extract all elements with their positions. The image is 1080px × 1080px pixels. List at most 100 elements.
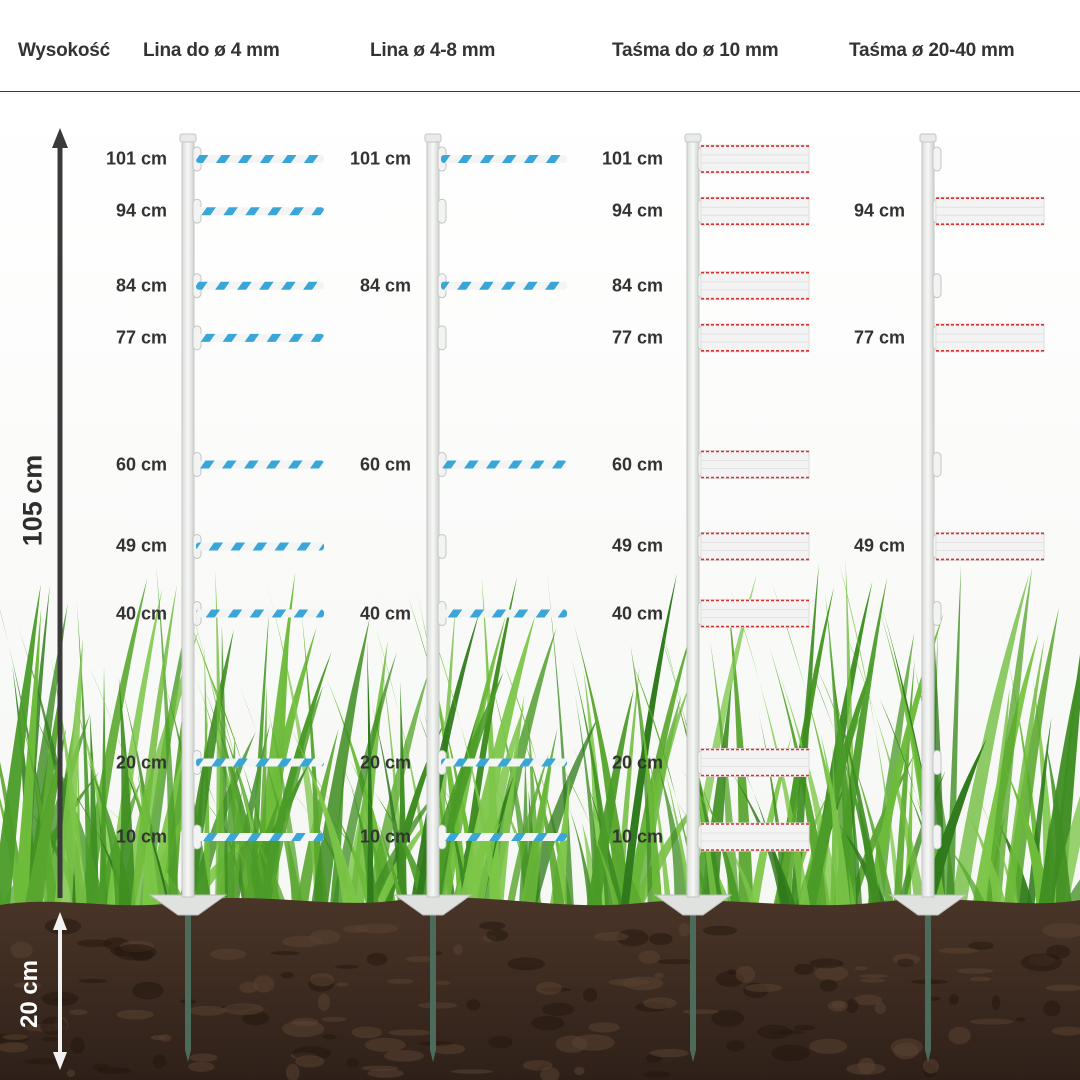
soil-clod bbox=[78, 978, 108, 984]
grass-blade bbox=[491, 694, 525, 919]
grass-blade bbox=[696, 776, 744, 915]
soil-clod bbox=[309, 973, 335, 987]
grass-blade bbox=[790, 563, 819, 908]
soil-clod bbox=[343, 925, 368, 933]
grass-blade bbox=[625, 791, 707, 916]
soil-clod bbox=[956, 968, 994, 974]
soil-clod bbox=[846, 1063, 886, 1075]
insulator-clip bbox=[437, 325, 447, 351]
soil-clod bbox=[938, 947, 979, 954]
soil-clod bbox=[542, 1002, 575, 1016]
grass-blade bbox=[760, 618, 832, 916]
fence-post bbox=[888, 133, 1045, 1062]
soil-clod bbox=[643, 1071, 671, 1078]
soil-clod bbox=[991, 995, 1001, 1011]
soil-clod bbox=[417, 1002, 458, 1009]
header-column-rope-4-8mm: Lina ø 4-8 mm bbox=[370, 40, 496, 61]
grass-blade bbox=[156, 565, 180, 913]
soil-clod bbox=[522, 1060, 553, 1071]
soil-clod bbox=[1051, 1026, 1080, 1036]
grass-blade bbox=[217, 735, 236, 916]
soil-clod bbox=[150, 1035, 166, 1041]
grass-blade bbox=[557, 758, 621, 910]
grass-blade bbox=[117, 677, 136, 920]
soil-clod bbox=[323, 1034, 337, 1040]
soil-clod bbox=[622, 976, 664, 991]
foot-tread bbox=[393, 894, 473, 916]
insulator-clip bbox=[932, 146, 942, 172]
soil-clod bbox=[642, 997, 677, 1009]
depth-arrow-up-icon bbox=[53, 912, 67, 930]
soil-clod bbox=[874, 1002, 886, 1015]
grass-blade bbox=[518, 722, 565, 909]
soil-clod bbox=[317, 993, 330, 1011]
soil-clod bbox=[727, 968, 737, 975]
soil-clod bbox=[366, 952, 388, 966]
soil-clod bbox=[678, 922, 691, 937]
soil-clod bbox=[116, 1009, 154, 1020]
grass-blade bbox=[397, 681, 407, 909]
insulator-clip bbox=[437, 198, 447, 224]
soil-clod bbox=[280, 971, 294, 979]
soil-clod bbox=[968, 941, 994, 950]
grass-blade bbox=[732, 745, 791, 906]
grass-blade bbox=[0, 584, 41, 915]
soil-clod bbox=[453, 944, 463, 956]
grass-blade bbox=[218, 791, 242, 916]
tape-conductor bbox=[700, 822, 810, 852]
tape-conductor bbox=[700, 531, 810, 561]
height-label: 94 cm bbox=[853, 200, 905, 221]
soil-clod bbox=[69, 1009, 88, 1016]
grass-blade bbox=[585, 688, 634, 913]
height-label: 94 cm bbox=[611, 200, 663, 221]
height-label: 101 cm bbox=[601, 148, 663, 169]
grass-blade bbox=[949, 574, 1030, 911]
soil-clod bbox=[450, 1069, 494, 1074]
grass-blade bbox=[366, 638, 374, 920]
rope-conductor bbox=[441, 758, 567, 767]
tape-conductor bbox=[935, 196, 1045, 226]
soil-clod bbox=[488, 1036, 513, 1049]
insulator-clip bbox=[932, 824, 942, 850]
tape-conductor bbox=[700, 450, 810, 479]
soil-clod bbox=[809, 1038, 848, 1054]
soil-clod bbox=[309, 929, 341, 945]
height-label: 60 cm bbox=[611, 454, 663, 474]
rope-conductor bbox=[441, 833, 567, 841]
post-shaft bbox=[686, 136, 700, 898]
soil-clod bbox=[948, 994, 959, 1005]
insulator-clip bbox=[932, 750, 942, 775]
soil-clod bbox=[757, 1024, 792, 1039]
grass-blade bbox=[620, 573, 678, 913]
spike-tip bbox=[925, 1050, 931, 1062]
soil-clod bbox=[188, 1061, 215, 1072]
rope-conductor bbox=[196, 281, 324, 290]
soil-clod bbox=[346, 1057, 359, 1068]
grass-blade bbox=[105, 588, 163, 919]
grass-blade bbox=[50, 655, 89, 920]
soil-clod bbox=[890, 1038, 923, 1056]
soil-clod bbox=[13, 982, 42, 989]
grass-blade bbox=[572, 745, 626, 919]
soil-clod bbox=[535, 981, 562, 995]
grass-blade bbox=[828, 642, 859, 919]
post-shaft bbox=[181, 136, 195, 898]
grass-blade bbox=[13, 608, 42, 916]
post-cap bbox=[919, 133, 937, 143]
soil-clod bbox=[384, 1050, 424, 1062]
grass-blade bbox=[1037, 663, 1080, 913]
tape-conductor bbox=[700, 196, 810, 226]
height-label: 84 cm bbox=[611, 275, 663, 296]
height-label: 40 cm bbox=[359, 603, 411, 623]
soil-clod bbox=[827, 1000, 849, 1012]
soil-clod bbox=[594, 932, 629, 941]
height-label: 60 cm bbox=[115, 454, 167, 474]
soil-clod bbox=[66, 1069, 76, 1077]
soil-clod bbox=[649, 1048, 690, 1058]
grass-blade bbox=[846, 634, 927, 908]
soil-clod bbox=[486, 929, 509, 942]
height-label: 101 cm bbox=[349, 148, 411, 169]
grass-blade bbox=[258, 651, 332, 911]
soil-clod bbox=[92, 1063, 110, 1071]
grass-blade bbox=[130, 584, 178, 913]
